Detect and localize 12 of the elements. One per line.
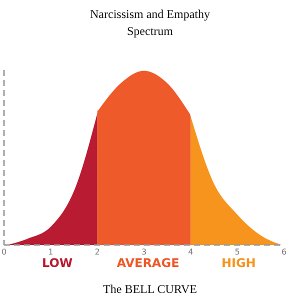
series-label: HIGH <box>220 256 257 270</box>
x-tick-label: 5 <box>234 248 240 257</box>
x-tick-label: 1 <box>48 248 54 257</box>
series-label: AVERAGE <box>116 256 180 270</box>
chart-title: Narcissism and Empathy Spectrum <box>89 6 211 40</box>
x-tick-label: 3 <box>141 248 147 257</box>
x-tick-label: 0 <box>1 248 7 257</box>
x-tick-label: 4 <box>188 248 194 257</box>
x-tick-label: 6 <box>281 248 287 257</box>
x-tick-label: 2 <box>94 248 100 257</box>
series-label: LOW <box>41 256 74 270</box>
text: The BELL CURVE <box>102 282 198 297</box>
